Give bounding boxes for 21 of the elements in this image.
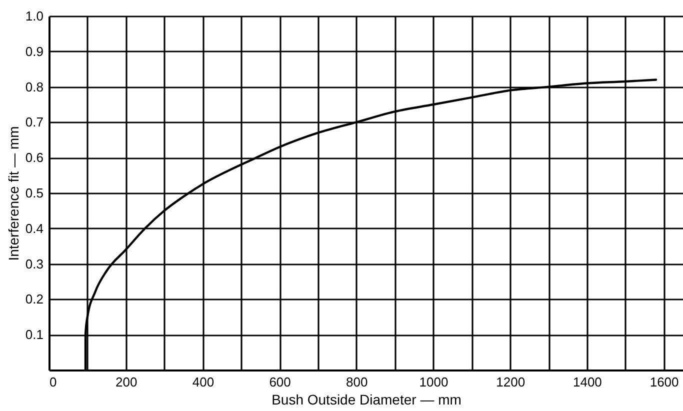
x-tick-label: 1400 bbox=[572, 374, 602, 390]
y-tick-label: 1.0 bbox=[25, 8, 44, 24]
x-tick-label: 400 bbox=[192, 374, 214, 390]
y-tick-label: 0.5 bbox=[25, 186, 44, 200]
x-tick-label: 0 bbox=[50, 374, 57, 390]
y-tick-label: 0.3 bbox=[25, 256, 44, 272]
y-axis-title: Interference fit — mm bbox=[5, 126, 22, 261]
y-tick-label: 0.6 bbox=[25, 150, 44, 166]
y-tick-label: 0.2 bbox=[25, 292, 44, 307]
x-tick-label: 1600 bbox=[650, 374, 679, 390]
x-tick-label: 600 bbox=[269, 374, 291, 390]
y-tick-label: 0.9 bbox=[25, 44, 44, 59]
x-axis-title: Bush Outside Diameter — mm bbox=[272, 392, 462, 408]
y-tick-label: 0.1 bbox=[25, 327, 44, 342]
x-tick-label: 800 bbox=[346, 374, 368, 390]
y-tick-label: 0.4 bbox=[25, 220, 44, 236]
x-tick-label: 200 bbox=[115, 374, 138, 390]
x-tick-label: 1000 bbox=[419, 374, 448, 390]
y-tick-label: 0.7 bbox=[25, 114, 44, 130]
y-tick-label: 0.8 bbox=[25, 79, 44, 94]
x-tick-label: 1200 bbox=[496, 374, 526, 390]
